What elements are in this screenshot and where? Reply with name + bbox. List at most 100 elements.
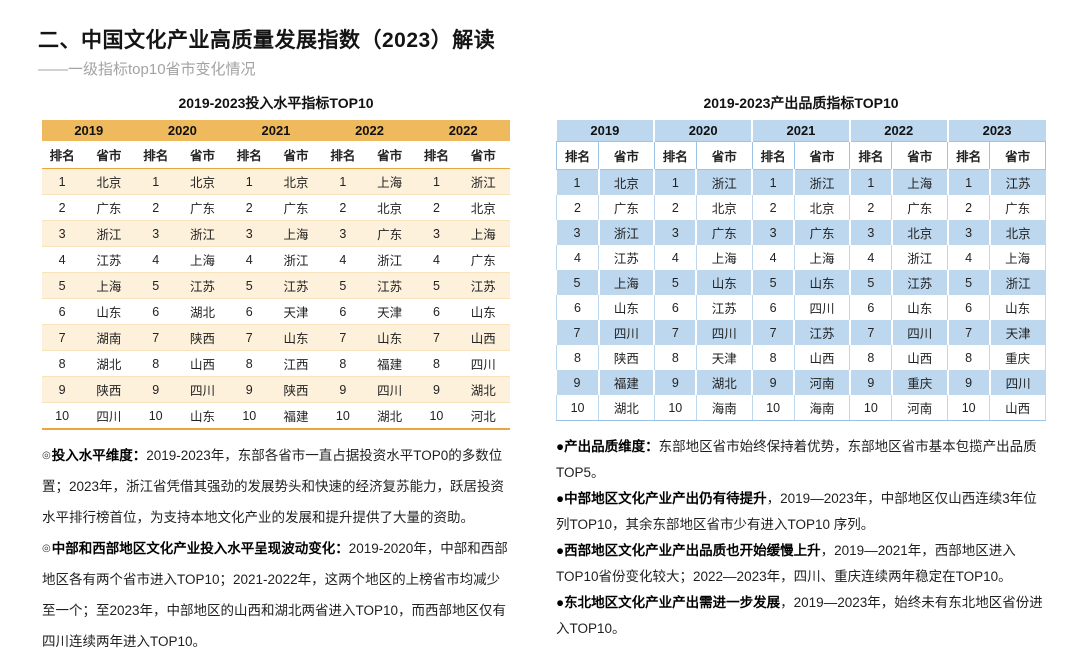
table-row: 5 上海 5 江苏 5 江苏 5 江苏 5 江苏 [42, 272, 510, 299]
province-cell: 北京 [456, 194, 510, 221]
province-header-cell: 省市 [793, 141, 851, 170]
province-cell: 山东 [891, 295, 949, 320]
year-header-cell: 2022 [416, 120, 510, 141]
province-cell: 北京 [362, 194, 417, 221]
table-row: 7 四川 7 四川 7 江苏 7 四川 7 天津 [556, 320, 1046, 345]
rank-cell: 9 [653, 370, 697, 395]
province-cell: 广东 [695, 220, 753, 245]
rank-cell: 7 [416, 324, 457, 351]
rank-cell: 4 [229, 246, 270, 273]
province-cell: 江苏 [793, 320, 850, 345]
rank-cell: 1 [42, 168, 83, 195]
table-row: 6 山东 6 湖北 6 天津 6 天津 6 山东 [42, 298, 510, 325]
rank-cell: 6 [653, 295, 697, 320]
rank-cell: 5 [42, 272, 83, 299]
rank-cell: 9 [42, 376, 83, 403]
province-cell: 上海 [695, 245, 753, 270]
rank-header-cell: 排名 [229, 141, 270, 169]
note-text: ，2019—2021年，西部地区进入TOP10省份变化较大；2022—2023年… [556, 543, 1016, 584]
output-quality-table-body: 1 北京 1 浙江 1 浙江 1 上海 1 江苏 2 广东 2 北京 2 北京 2 广东 2 广东 3 浙江 3 广东 3 广东 3… [555, 169, 1046, 421]
province-cell: 山西 [175, 350, 230, 377]
rank-cell: 8 [135, 350, 176, 377]
rank-cell: 6 [751, 295, 795, 320]
note-paragraph: ●产出品质维度：东部地区省市始终保持着优势，东部地区省市基本包揽产出品质TOP5… [556, 434, 1048, 486]
province-cell: 天津 [362, 298, 417, 325]
province-cell: 浙江 [175, 220, 230, 247]
rank-cell: 9 [229, 376, 270, 403]
rank-cell: 8 [653, 345, 697, 370]
rank-header-cell: 排名 [653, 141, 697, 170]
rank-cell: 2 [416, 194, 457, 221]
province-cell: 上海 [597, 270, 655, 295]
rank-cell: 9 [135, 376, 176, 403]
rank-cell: 4 [653, 245, 697, 270]
rank-cell: 2 [42, 194, 83, 221]
rank-cell: 6 [229, 298, 270, 325]
year-header-cell: 2021 [229, 120, 323, 141]
province-cell: 山东 [598, 295, 655, 320]
year-header-cell: 2022 [848, 120, 948, 142]
province-cell: 上海 [82, 272, 136, 299]
column-header-row: 排名 省市 排名 省市 排名 省市 排名 省市 排名 省市 [555, 141, 1046, 170]
rank-cell: 1 [946, 169, 990, 195]
note-lead: 投入水平维度： [51, 448, 147, 463]
province-header-cell: 省市 [82, 141, 136, 169]
rank-cell: 3 [556, 220, 599, 245]
province-cell: 上海 [269, 220, 323, 247]
province-cell: 江苏 [890, 270, 948, 295]
province-cell: 上海 [793, 245, 851, 270]
note-text: ，2019—2023年，中部地区仅山西连续3年位列TOP10，其余东部地区省市少… [556, 491, 1037, 532]
rank-cell: 2 [947, 195, 991, 220]
province-header-cell: 省市 [598, 141, 655, 170]
rank-header-cell: 排名 [849, 141, 893, 170]
province-cell: 上海 [175, 246, 230, 273]
province-cell: 重庆 [890, 370, 948, 395]
note-text: 2019-2020年，中部和西部地区各有两个省市进入TOP10；2021-202… [42, 541, 508, 649]
rank-cell: 4 [751, 245, 795, 270]
output-quality-notes: ●产出品质维度：东部地区省市始终保持着优势，东部地区省市基本包揽产出品质TOP5… [556, 434, 1048, 642]
province-cell: 山东 [82, 298, 136, 325]
table-row: 9 陕西 9 四川 9 陕西 9 四川 9 湖北 [42, 376, 510, 403]
province-cell: 海南 [793, 395, 851, 421]
province-cell: 四川 [362, 376, 417, 403]
province-cell: 湖南 [82, 324, 136, 351]
rank-cell: 2 [229, 194, 270, 221]
province-cell: 湖北 [598, 395, 655, 421]
output-quality-column: 2019-2023产出品质指标TOP10 2019 2020 2021 2022 202… [555, 87, 1048, 657]
column-header-row: 排名 省市 排名 省市 排名 省市 排名 省市 排名 省市 [42, 141, 510, 169]
note-lead: 东北地区文化产业产出需进一步发展 [564, 595, 781, 610]
province-cell: 湖北 [362, 402, 417, 430]
province-cell: 湖北 [82, 350, 136, 377]
page-subtitle: ——一级指标top10省市变化情况 [38, 61, 256, 78]
rank-cell: 1 [653, 169, 697, 195]
province-cell: 江苏 [456, 272, 510, 299]
province-header-cell: 省市 [175, 141, 230, 169]
rank-header-cell: 排名 [135, 141, 176, 169]
province-cell: 浙江 [891, 245, 949, 270]
province-cell: 山西 [989, 395, 1046, 421]
province-cell: 广东 [456, 246, 510, 273]
note-lead: 中部和西部地区文化产业投入水平呈现波动变化： [51, 541, 349, 556]
rank-cell: 4 [416, 246, 457, 273]
rank-cell: 6 [135, 298, 176, 325]
province-cell: 山东 [456, 298, 510, 325]
note-paragraph: ●西部地区文化产业产出品质也开始缓慢上升，2019—2021年，西部地区进入TO… [556, 538, 1048, 590]
province-cell: 湖北 [456, 376, 510, 403]
note-lead: 产出品质维度： [564, 439, 659, 454]
rank-cell: 1 [135, 168, 176, 195]
province-cell: 浙江 [456, 168, 510, 195]
year-header-cell: 2019 [556, 120, 655, 142]
province-cell: 四川 [695, 320, 753, 345]
rank-cell: 3 [653, 220, 697, 245]
rank-cell: 4 [947, 245, 991, 270]
province-cell: 福建 [269, 402, 323, 430]
rank-cell: 2 [751, 195, 795, 220]
rank-cell: 1 [416, 168, 457, 195]
rank-cell: 10 [42, 402, 83, 430]
province-cell: 浙江 [793, 169, 850, 195]
investment-table-body: 1 北京 1 北京 1 北京 1 上海 1 浙江 2 广东 2 广东 2 广东 2 北京 2 北京 3 浙江 3 浙江 3 上海 3… [42, 168, 510, 430]
province-cell: 四川 [793, 295, 851, 320]
province-cell: 浙江 [362, 246, 417, 273]
content-columns: 2019-2023投入水平指标TOP10 2019 2020 2021 2022 202… [0, 87, 1080, 657]
rank-cell: 6 [322, 298, 363, 325]
